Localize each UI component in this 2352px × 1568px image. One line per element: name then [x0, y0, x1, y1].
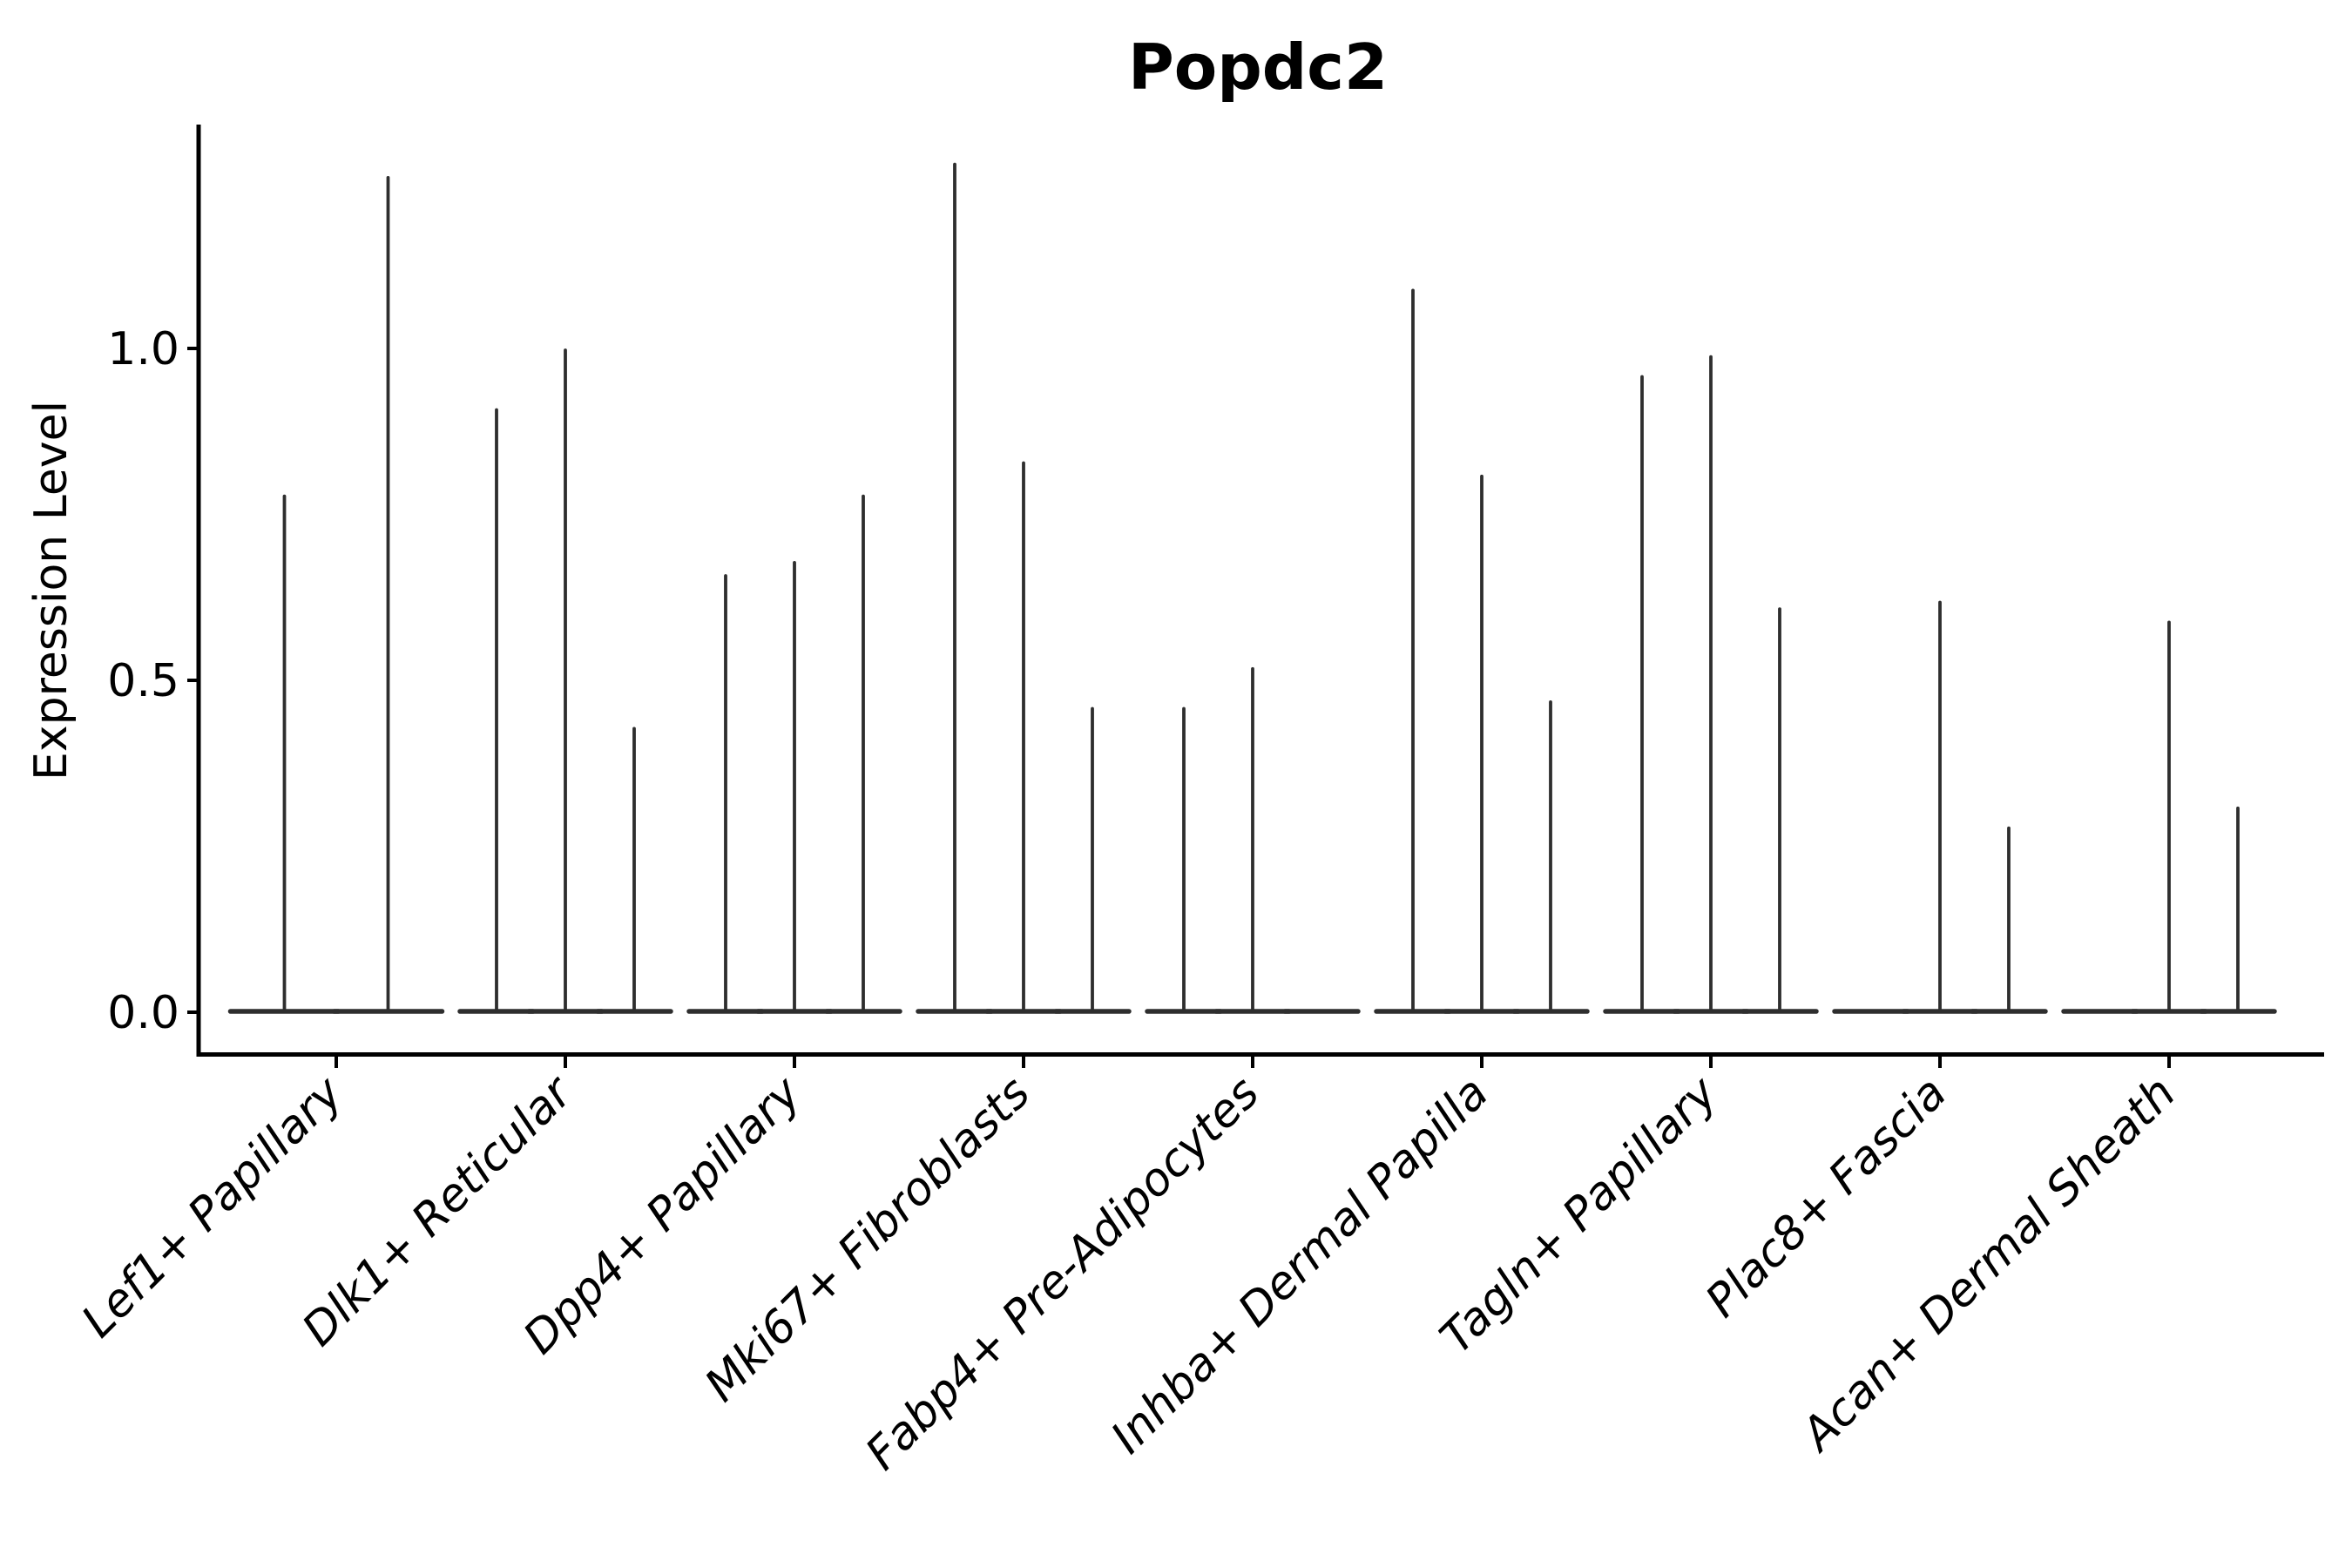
- x-tick-label: Acan+ Dermal Sheath: [1790, 1067, 2186, 1463]
- x-tick-label: Inhba+ Dermal Papilla: [1101, 1067, 1498, 1464]
- y-axis-title: Expression Level: [25, 401, 78, 781]
- y-tick-label: 0.5: [107, 655, 179, 707]
- x-tick-label: Plac8+ Fascia: [1696, 1067, 1957, 1328]
- y-tick-label: 1.0: [107, 323, 179, 375]
- chart-title: Popdc2: [1128, 30, 1388, 104]
- x-tick-label: Fabp4+ Pre-Adipocytes: [856, 1067, 1270, 1481]
- y-tick-label: 0.0: [107, 987, 179, 1039]
